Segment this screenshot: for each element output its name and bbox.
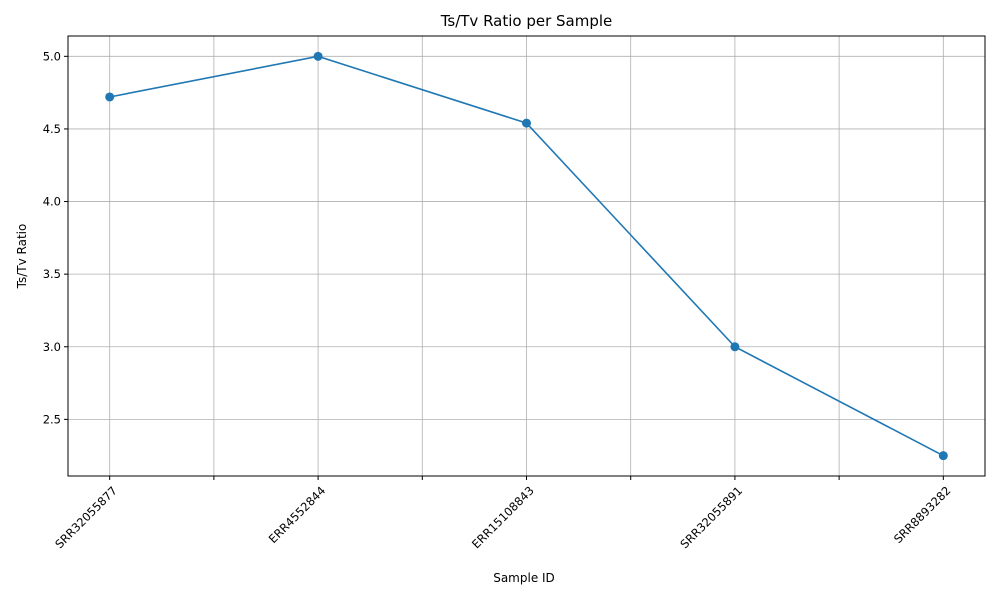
chart-title: Ts/Tv Ratio per Sample <box>440 12 613 30</box>
y-tick-label: 5.0 <box>43 49 61 63</box>
x-tick-label: SRR8893282 <box>891 483 954 546</box>
y-tick-label: 3.5 <box>43 267 61 281</box>
x-axis-label: Sample ID <box>493 571 555 585</box>
y-tick-label: 4.0 <box>43 195 61 209</box>
y-tick-label: 4.5 <box>43 122 61 136</box>
y-tick-label: 3.0 <box>43 340 61 354</box>
y-axis-ticks: 2.5 3.0 3.5 4.0 4.5 5.0 <box>43 49 68 426</box>
grid <box>68 36 985 476</box>
x-tick-label: SRR32055891 <box>677 483 745 551</box>
y-tick-label: 2.5 <box>43 412 61 426</box>
data-point <box>522 118 531 128</box>
x-axis-ticks: SRR32055877 ERR4552844 ERR15108843 SRR32055… <box>52 476 954 551</box>
x-tick-label: ERR15108843 <box>469 483 537 551</box>
plot-frame <box>67 35 986 477</box>
y-axis-label: Ts/Tv Ratio <box>15 224 29 290</box>
data-point <box>105 92 115 102</box>
data-point <box>313 51 323 61</box>
x-tick-label: SRR32055877 <box>52 483 120 551</box>
series <box>105 51 948 461</box>
data-point <box>938 451 948 461</box>
data-point <box>730 342 740 352</box>
x-tick-label: ERR4552844 <box>266 483 329 546</box>
